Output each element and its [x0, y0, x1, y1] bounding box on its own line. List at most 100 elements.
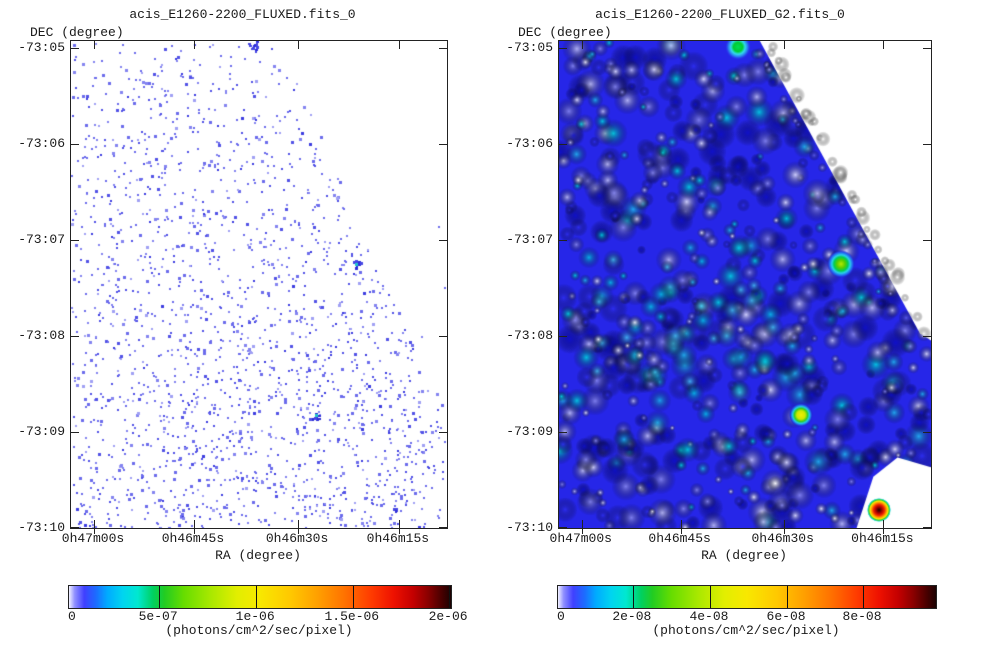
y-tick-mark: [439, 432, 447, 433]
y-tick-label: -73:06: [506, 136, 553, 152]
y-tick-mark: [439, 336, 447, 337]
x-tick-mark: [582, 520, 583, 528]
colorbar-tick-mark: [633, 586, 634, 608]
y-tick-label: -73:05: [506, 40, 553, 55]
x-tick-mark: [298, 520, 299, 528]
ra-axis-label-left: RA (degree): [215, 548, 301, 563]
colorbar-right: [557, 585, 937, 609]
y-tick-mark: [439, 527, 447, 528]
colorbar-units-left: (photons/cm^2/sec/pixel): [165, 623, 353, 638]
x-tick-mark: [681, 41, 682, 49]
x-tick-mark: [582, 41, 583, 49]
y-tick-mark: [71, 336, 79, 337]
x-tick-label: 0h46m15s: [366, 531, 430, 546]
flux-image-smoothed: [559, 41, 931, 528]
colorbar-tick-label: 0: [557, 609, 565, 624]
x-tick-mark: [94, 520, 95, 528]
flux-image-unsmoothed: [71, 41, 447, 528]
y-tick-mark: [923, 432, 931, 433]
x-tick-label: 0h46m30s: [265, 531, 329, 546]
x-tick-label: 0h47m00s: [549, 531, 612, 546]
y-tick-label: -73:09: [18, 424, 65, 440]
y-tick-mark: [71, 144, 79, 145]
y-tick-mark: [71, 432, 79, 433]
colorbar-left: [68, 585, 452, 609]
y-tick-label: -73:06: [18, 136, 65, 152]
colorbar-tick-mark: [353, 586, 354, 608]
colorbar-tick-label: 1e-06: [235, 609, 275, 624]
y-tick-mark: [923, 240, 931, 241]
y-tick-mark: [439, 48, 447, 49]
y-tick-mark: [559, 527, 567, 528]
x-tick-mark: [194, 41, 195, 49]
y-tick-label: -73:10: [506, 520, 553, 535]
x-tick-mark: [883, 520, 884, 528]
colorbar-tick-label: 5e-07: [138, 609, 178, 624]
y-tick-mark: [559, 336, 567, 337]
y-tick-label: -73:09: [506, 424, 553, 440]
x-tick-mark: [399, 41, 400, 49]
colorbar-tick-mark: [787, 586, 788, 608]
colorbar-tick-mark: [710, 586, 711, 608]
colorbar-units-right: (photons/cm^2/sec/pixel): [652, 623, 840, 638]
colorbar-tick-label: 4e-08: [689, 609, 729, 624]
y-tick-mark: [923, 144, 931, 145]
y-tick-label: -73:08: [18, 328, 65, 344]
x-tick-label: 0h46m15s: [851, 531, 914, 546]
y-tick-mark: [71, 240, 79, 241]
x-tick-mark: [784, 520, 785, 528]
x-tick-mark: [784, 41, 785, 49]
x-tick-mark: [883, 527, 884, 534]
y-tick-mark: [559, 144, 567, 145]
y-tick-label: -73:05: [18, 40, 65, 55]
y-tick-mark: [923, 48, 931, 49]
dec-axis-label-right: DEC (degree): [518, 25, 612, 40]
y-tick-label: -73:08: [506, 328, 553, 344]
y-tick-mark: [559, 432, 567, 433]
x-tick-mark: [94, 41, 95, 49]
x-tick-mark: [681, 520, 682, 528]
dec-axis-label-left: DEC (degree): [30, 25, 124, 40]
y-tick-mark: [923, 336, 931, 337]
x-tick-label: 0h46m30s: [751, 531, 814, 546]
panel-title-left: acis_E1260-2200_FLUXED.fits_0: [129, 7, 356, 22]
y-tick-mark: [923, 527, 931, 528]
colorbar-tick-mark: [863, 586, 864, 608]
ra-axis-label-right: RA (degree): [701, 548, 787, 563]
colorbar-tick-label: 2e-08: [612, 609, 652, 624]
y-tick-mark: [439, 144, 447, 145]
x-tick-mark: [194, 527, 195, 534]
plot-frame-left: [70, 40, 448, 529]
x-tick-mark: [883, 41, 884, 49]
y-tick-mark: [559, 240, 567, 241]
colorbar-tick-label: 1.5e-06: [324, 609, 380, 624]
colorbar-tick-mark: [159, 586, 160, 608]
x-tick-mark: [399, 520, 400, 528]
panel-title-right: acis_E1260-2200_FLUXED_G2.fits_0: [595, 7, 845, 22]
x-tick-label: 0h46m45s: [648, 531, 711, 546]
y-tick-label: -73:10: [18, 520, 65, 535]
colorbar-tick-label: 0: [68, 609, 76, 624]
y-tick-label: -73:07: [506, 232, 553, 248]
x-tick-mark: [681, 527, 682, 534]
colorbar-tick-mark: [449, 586, 450, 608]
y-tick-label: -73:07: [18, 232, 65, 248]
x-tick-mark: [582, 527, 583, 534]
x-tick-mark: [298, 527, 299, 534]
x-tick-mark: [94, 527, 95, 534]
y-tick-mark: [559, 48, 567, 49]
x-tick-mark: [194, 520, 195, 528]
colorbar-tick-label: 8e-08: [842, 609, 882, 624]
x-tick-mark: [784, 527, 785, 534]
plot-frame-right: [558, 40, 932, 529]
y-tick-mark: [71, 527, 79, 528]
colorbar-tick-mark: [256, 586, 257, 608]
y-tick-mark: [439, 240, 447, 241]
x-tick-label: 0h46m45s: [161, 531, 225, 546]
x-tick-label: 0h47m00s: [61, 531, 125, 546]
x-tick-mark: [298, 41, 299, 49]
y-tick-mark: [71, 48, 79, 49]
x-tick-mark: [399, 527, 400, 534]
colorbar-tick-label: 6e-08: [766, 609, 806, 624]
